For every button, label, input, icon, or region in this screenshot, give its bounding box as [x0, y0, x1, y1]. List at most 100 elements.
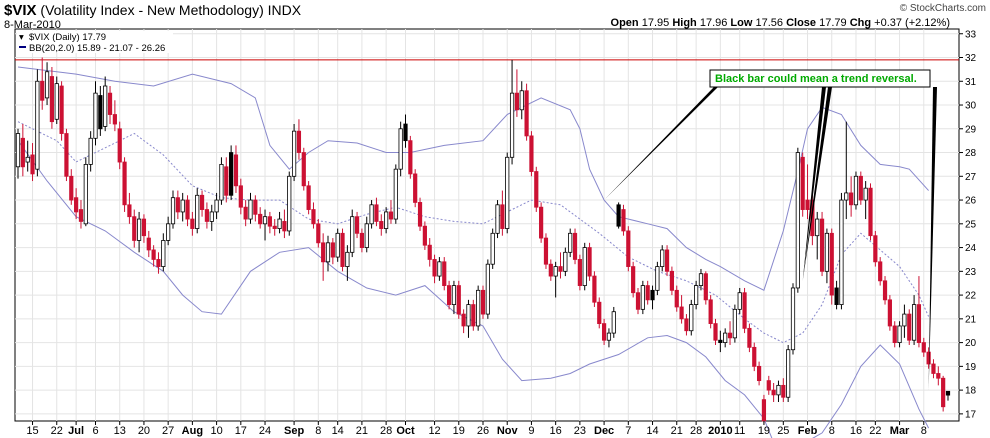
candle [756, 365, 762, 382]
x-tick-label: 28 [690, 425, 702, 437]
candle [40, 80, 45, 101]
candle [941, 377, 946, 408]
x-tick-label: 19 [758, 425, 770, 437]
candle [204, 209, 210, 222]
candle [209, 211, 214, 222]
open-value: 17.95 [641, 17, 670, 29]
annotation-group: Black bar could mean a trend reversal. [604, 69, 937, 391]
y-axis: 17 18 19 20 21 22 23 24 25 26 27 28 29 30 31 32 33 [959, 29, 977, 420]
candle [805, 199, 810, 210]
x-tick-label: 15 [26, 425, 38, 437]
candle [761, 399, 767, 422]
legend-bb: BB(20,2.0) 15.89 - 21.07 - 26.26 [29, 43, 165, 54]
candle [20, 137, 25, 168]
candle [694, 285, 699, 305]
candle [519, 90, 524, 111]
annotation-arrow [802, 87, 832, 281]
candle [621, 209, 626, 232]
candle [393, 168, 398, 220]
candle [476, 289, 481, 327]
legend-bg [17, 31, 173, 53]
candle [350, 216, 355, 253]
y-tick-label: 24 [965, 243, 977, 254]
candle [916, 304, 922, 344]
candle [601, 323, 607, 341]
candle [277, 218, 282, 229]
candle [248, 199, 253, 220]
candle [878, 261, 883, 282]
candle [786, 349, 791, 398]
candle [689, 304, 694, 332]
candle [495, 204, 500, 234]
legend-vix: $VIX (Daily) 17.79 [29, 32, 106, 43]
candle [93, 92, 98, 139]
candle [863, 187, 868, 201]
x-tick-label: Nov [497, 425, 519, 437]
candle [243, 206, 248, 220]
candle [156, 259, 161, 267]
candle [558, 266, 563, 272]
candle [509, 92, 515, 158]
candle [529, 135, 534, 172]
candle [461, 313, 466, 327]
candle [606, 332, 612, 341]
candle [408, 140, 413, 175]
candle [146, 237, 151, 251]
y-tick-label: 22 [965, 291, 977, 302]
x-tick-label: 23 [574, 425, 586, 437]
candle [15, 133, 21, 168]
candle [572, 232, 578, 260]
x-tick-label: 21 [671, 425, 683, 437]
legend: ▾ $VIX (Daily) 17.79 BB(20,2.0) 15.89 - … [17, 31, 173, 54]
candle [539, 206, 544, 239]
chart-title: $VIX (Volatility Index - New Methodology… [4, 2, 301, 19]
candle [703, 273, 708, 301]
candle [267, 216, 272, 227]
candle [74, 197, 79, 213]
candle [316, 223, 321, 244]
candle [112, 114, 117, 125]
candle [911, 304, 917, 341]
y-tick-label: 20 [965, 338, 977, 349]
candle [887, 299, 892, 327]
candle [466, 304, 471, 327]
candle [727, 332, 733, 339]
candle [882, 280, 888, 301]
candle [335, 232, 340, 258]
candle [897, 325, 902, 343]
candle [679, 306, 684, 320]
candle [824, 232, 830, 272]
bb-middle-band [17, 121, 930, 344]
candle [582, 247, 587, 286]
candle [708, 299, 713, 324]
candle [325, 242, 331, 263]
candle [819, 218, 825, 272]
candle [432, 259, 437, 277]
annotation-arrow [928, 87, 937, 391]
candle [592, 275, 597, 303]
candle [345, 251, 350, 267]
candle [54, 83, 59, 120]
candle [698, 273, 704, 286]
candle [587, 247, 592, 277]
candle [907, 313, 912, 341]
annotation-box [709, 69, 931, 88]
candle [611, 311, 616, 334]
candle [103, 85, 108, 127]
candle [597, 301, 602, 324]
candle [737, 292, 742, 310]
y-tick-label: 26 [965, 196, 977, 207]
x-tick-label: 10 [210, 425, 222, 437]
x-tick-label: 9 [528, 425, 534, 437]
candle [272, 225, 277, 229]
candle [664, 249, 670, 272]
candle [388, 211, 394, 220]
candle [553, 266, 558, 277]
candle [771, 389, 776, 396]
candle [921, 342, 926, 353]
candle [170, 197, 176, 225]
candle [403, 123, 408, 142]
x-tick-label: 27 [162, 425, 174, 437]
y-tick-label: 31 [965, 77, 977, 88]
candle [834, 287, 839, 305]
